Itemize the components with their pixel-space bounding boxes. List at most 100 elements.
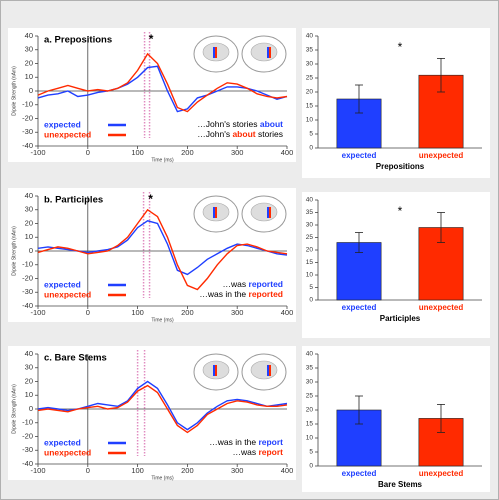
y-tick-label: 10 — [25, 232, 33, 241]
annotation-part: …was — [223, 279, 249, 289]
y-tick-label: 0 — [309, 463, 313, 470]
y-tick-label: 40 — [306, 197, 314, 204]
x-tick-label: 100 — [131, 308, 144, 317]
y-tick-label: 20 — [25, 218, 33, 227]
y-tick-label: -20 — [22, 431, 33, 440]
annotation-part: about — [260, 119, 283, 129]
x-tick-label: unexpected — [419, 303, 464, 312]
y-tick-label: -10 — [22, 418, 33, 427]
y-tick-label: 5 — [309, 284, 313, 291]
annotation: …was in the report — [209, 437, 283, 447]
figure: -40-30-20-10010203040-1000100200300400Ti… — [0, 0, 499, 500]
legend-label: unexpected — [44, 289, 91, 299]
y-tick-label: 40 — [306, 33, 314, 40]
y-tick-label: 40 — [25, 349, 33, 358]
annotation: …was reported — [223, 279, 283, 289]
y-tick-label: 40 — [25, 31, 33, 40]
x-tick-label: unexpected — [419, 469, 464, 478]
y-tick-label: 0 — [29, 404, 33, 413]
brain-icon — [251, 361, 277, 379]
significance-star: * — [149, 32, 154, 46]
brain-icon — [251, 203, 277, 221]
annotation-part: …was in the — [199, 289, 248, 299]
annotation-part: reported — [249, 289, 283, 299]
x-axis-label: Participles — [380, 314, 421, 323]
annotation-part: …John's — [197, 129, 232, 139]
y-tick-label: 30 — [306, 222, 314, 229]
chart-title: b. Participles — [44, 195, 103, 206]
annotation: …John's stories about — [197, 119, 283, 129]
x-tick-label: 400 — [281, 466, 294, 475]
y-tick-label: 20 — [306, 407, 314, 414]
x-tick-label: 400 — [281, 308, 294, 317]
y-tick-label: 20 — [25, 58, 33, 67]
x-axis-label: Time (ms) — [151, 157, 174, 163]
x-tick-label: 200 — [181, 148, 194, 157]
x-tick-label: 300 — [231, 148, 244, 157]
annotation-part: about — [232, 129, 255, 139]
y-tick-label: -10 — [22, 260, 33, 269]
y-axis-label: Dipole Strength (nAm) — [11, 66, 17, 116]
x-tick-label: 300 — [231, 308, 244, 317]
significance-star: * — [398, 204, 403, 218]
y-tick-label: 10 — [25, 72, 33, 81]
y-tick-label: 5 — [309, 449, 313, 456]
y-tick-label: 35 — [306, 209, 314, 216]
x-tick-label: 300 — [231, 466, 244, 475]
chart-title: a. Prepositions — [44, 35, 112, 46]
y-tick-label: -10 — [22, 100, 33, 109]
y-tick-label: -30 — [22, 287, 33, 296]
annotation: …was report — [232, 447, 283, 457]
annotation: …John's about stories — [197, 129, 283, 139]
y-tick-label: 40 — [25, 191, 33, 200]
annotation-part: report — [258, 437, 283, 447]
y-tick-label: 25 — [306, 393, 314, 400]
chart-title: c. Bare Stems — [44, 353, 107, 364]
x-tick-label: expected — [342, 469, 377, 478]
annotation-part: …was — [232, 447, 258, 457]
y-tick-label: 10 — [25, 390, 33, 399]
annotation-part: reported — [249, 279, 283, 289]
y-tick-label: 15 — [306, 259, 314, 266]
y-tick-label: 35 — [306, 365, 314, 372]
legend-label: unexpected — [44, 129, 91, 139]
annotation-part: report — [258, 447, 283, 457]
x-tick-label: 0 — [86, 308, 90, 317]
x-tick-label: -100 — [30, 466, 45, 475]
legend-label: unexpected — [44, 447, 91, 457]
x-tick-label: expected — [342, 303, 377, 312]
legend-label: expected — [44, 119, 81, 129]
legend-label: expected — [44, 437, 81, 447]
y-tick-label: 25 — [306, 75, 314, 82]
y-tick-label: 0 — [309, 145, 313, 152]
annotation-part: …John's stories — [197, 119, 260, 129]
y-tick-label: 0 — [29, 246, 33, 255]
x-tick-label: 100 — [131, 148, 144, 157]
y-tick-label: 25 — [306, 234, 314, 241]
x-tick-label: unexpected — [419, 151, 464, 160]
significance-star: * — [398, 40, 403, 54]
y-tick-label: 20 — [306, 89, 314, 96]
annotation-part: stories — [256, 129, 283, 139]
significance-star: * — [148, 192, 153, 206]
x-tick-label: 0 — [86, 148, 90, 157]
x-tick-label: expected — [342, 151, 377, 160]
y-tick-label: 30 — [25, 363, 33, 372]
y-tick-label: 10 — [306, 117, 314, 124]
annotation-part: …was in the — [209, 437, 258, 447]
y-tick-label: 10 — [306, 272, 314, 279]
y-tick-label: 20 — [25, 376, 33, 385]
y-tick-label: 30 — [306, 61, 314, 68]
y-tick-label: -20 — [22, 273, 33, 282]
x-axis-label: Bare Stems — [378, 480, 423, 489]
x-axis-label: Prepositions — [376, 162, 425, 171]
x-tick-label: -100 — [30, 308, 45, 317]
y-axis-label: Dipole Strength (nAm) — [11, 384, 17, 434]
x-tick-label: 200 — [181, 466, 194, 475]
y-tick-label: 15 — [306, 103, 314, 110]
y-tick-label: -30 — [22, 445, 33, 454]
x-tick-label: -100 — [30, 148, 45, 157]
x-tick-label: 100 — [131, 466, 144, 475]
x-axis-label: Time (ms) — [151, 475, 174, 481]
y-tick-label: -20 — [22, 113, 33, 122]
